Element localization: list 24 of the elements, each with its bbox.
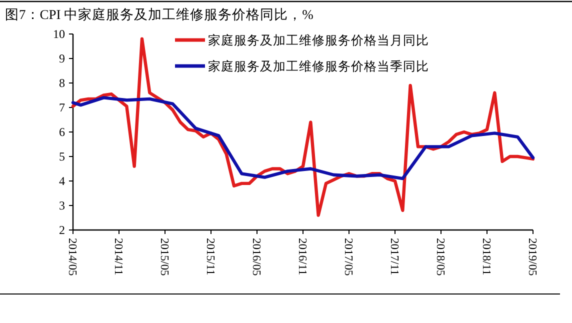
y-tick-label: 7 — [59, 100, 65, 114]
x-tick-label: 2017/11 — [388, 238, 400, 276]
y-tick-label: 9 — [59, 52, 65, 66]
legend-label: 家庭服务及加工维修服务价格当季同比 — [208, 58, 429, 74]
y-tick-label: 2 — [59, 223, 65, 237]
y-tick-label: 3 — [59, 198, 65, 212]
x-tick-label: 2016/05 — [250, 238, 262, 276]
line-series — [71, 96, 535, 180]
chart-title: 图7：CPI 中家庭服务及加工维修服务价格同比，% — [5, 7, 314, 22]
y-tick-label: 10 — [53, 27, 65, 41]
y-tick-label: 6 — [59, 125, 65, 139]
y-tick-label: 8 — [59, 76, 65, 90]
x-tick-label: 2014/05 — [66, 238, 78, 276]
x-tick-label: 2015/05 — [158, 238, 170, 276]
y-tick-label: 5 — [59, 150, 65, 164]
x-tick-label: 2017/05 — [342, 238, 354, 276]
x-tick-label: 2016/11 — [296, 238, 308, 276]
x-tick-label: 2018/05 — [434, 238, 446, 276]
y-tick-label: 4 — [59, 174, 65, 188]
x-tick-label: 2019/05 — [526, 238, 538, 276]
x-tick-label: 2015/11 — [204, 238, 216, 276]
legend-label: 家庭服务及加工维修服务价格当月同比 — [208, 32, 429, 48]
x-tick-label: 2018/11 — [480, 238, 492, 276]
x-tick-label: 2014/11 — [112, 238, 124, 276]
